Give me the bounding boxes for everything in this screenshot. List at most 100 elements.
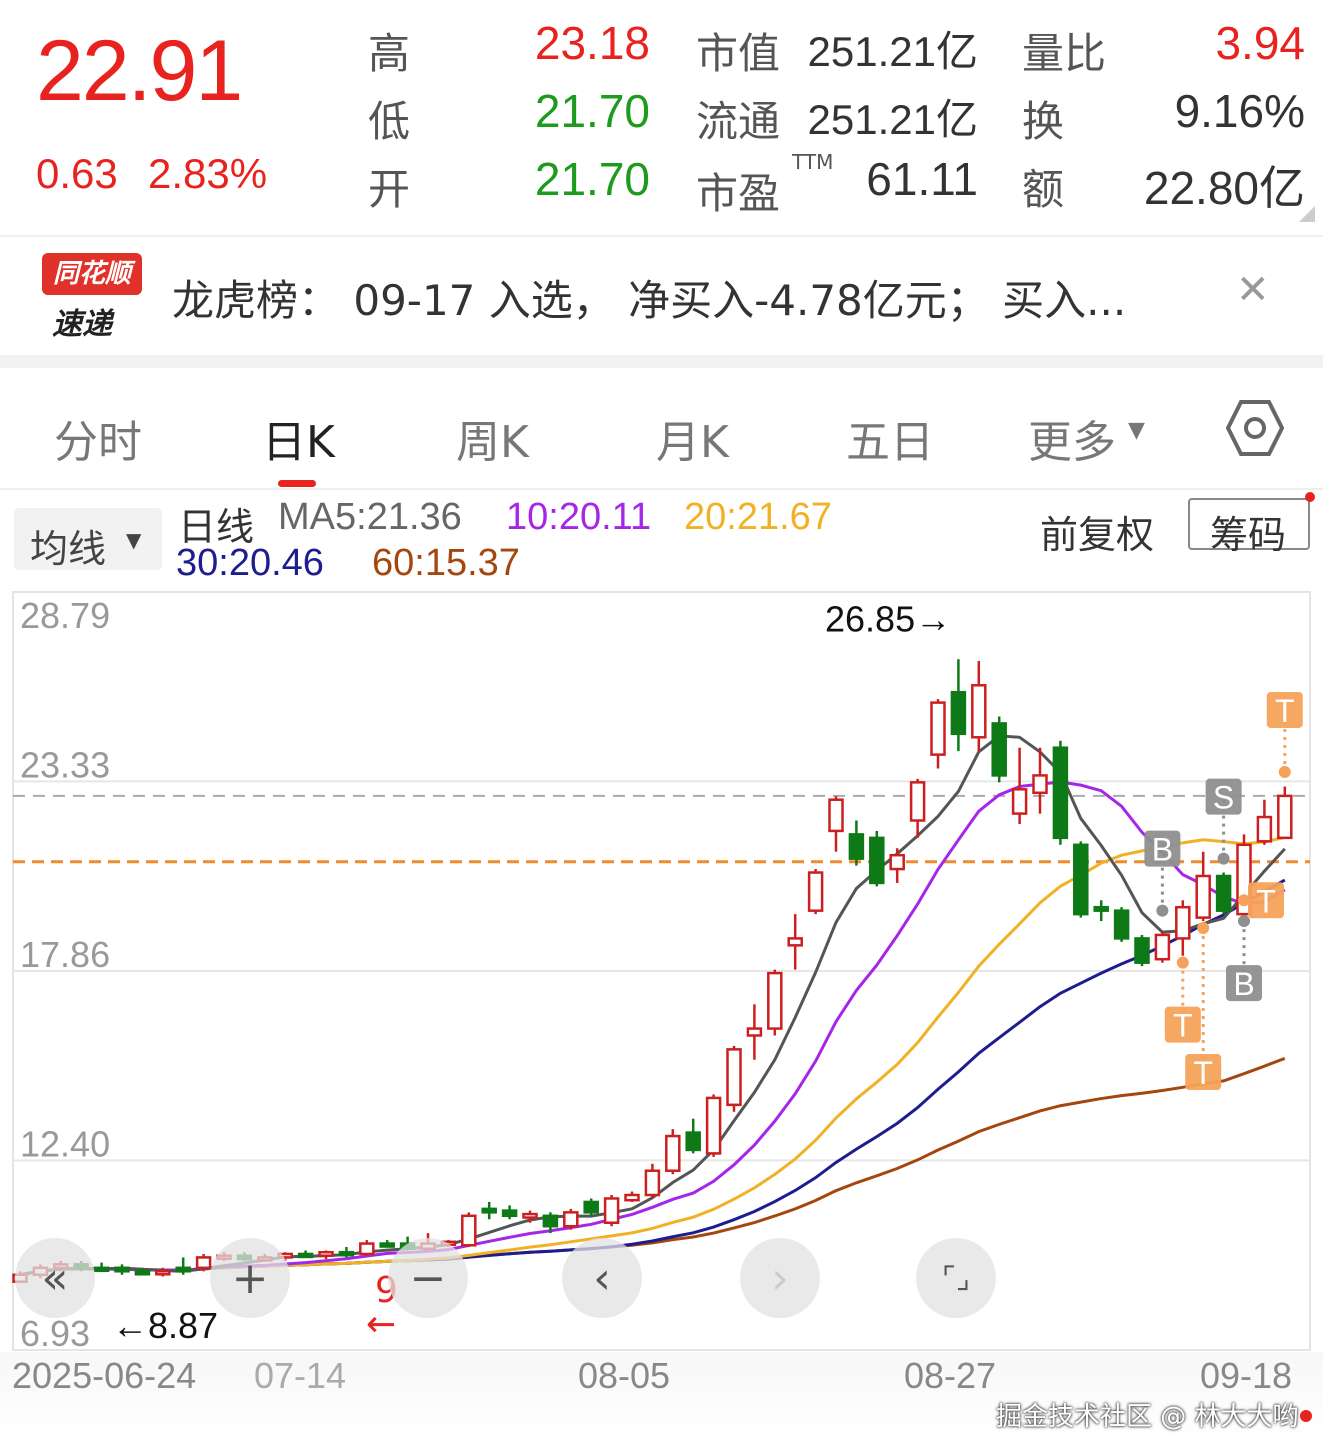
marker-label: T bbox=[1173, 1008, 1193, 1044]
ma-legend: 均线 ▼ 日线 MA5:21.36 10:20.11 20:21.67 30:2… bbox=[0, 490, 1323, 590]
ma30-value: 30:20.46 bbox=[176, 542, 324, 584]
chevron-right-icon[interactable]: › bbox=[740, 1238, 820, 1318]
ma-dropdown[interactable]: 均线 ▼ bbox=[14, 508, 162, 571]
candle-07-31 bbox=[563, 1211, 579, 1228]
candle-08-06 bbox=[644, 1169, 661, 1197]
tab-monthly-k[interactable]: 月K bbox=[656, 417, 729, 468]
marker-dot bbox=[1156, 904, 1169, 917]
candle-08-11 bbox=[705, 1096, 722, 1155]
marker-dot bbox=[1278, 765, 1291, 778]
candle-09-18 bbox=[1277, 794, 1293, 840]
chevron-left-icon[interactable]: ‹ bbox=[562, 1238, 642, 1318]
candle-09-09 bbox=[1134, 937, 1150, 964]
marker-s-badge bbox=[1205, 778, 1242, 815]
ths-logo: 同花顺 bbox=[42, 253, 142, 295]
tab-daily-k[interactable]: 日K bbox=[262, 417, 335, 468]
zoom-out-icon[interactable]: − bbox=[388, 1238, 468, 1318]
date-axis: 2025-06-24 07-14 08-05 08-27 09-18 掘金技术社… bbox=[0, 1352, 1323, 1439]
candle-08-19 bbox=[828, 798, 844, 833]
volume-ratio-value: 3.94 bbox=[1215, 17, 1305, 69]
marker-label: T bbox=[1256, 883, 1276, 919]
chips-button[interactable]: 筹码 bbox=[1188, 498, 1310, 557]
candle-08-04 bbox=[603, 1197, 620, 1224]
candle-07-24 bbox=[461, 1214, 477, 1247]
date-tick: 08-27 bbox=[904, 1355, 997, 1396]
candle-08-18 bbox=[807, 871, 824, 912]
last-price: 22.91 bbox=[36, 23, 243, 119]
y-tick-label: 6.93 bbox=[20, 1313, 90, 1352]
candle-07-04 bbox=[175, 1266, 191, 1273]
marker-t-badge bbox=[1164, 1006, 1201, 1043]
marker-label: B bbox=[1233, 966, 1254, 1002]
y-tick-label: 23.33 bbox=[20, 744, 110, 785]
marker-dot bbox=[1217, 852, 1230, 865]
active-tab-indicator bbox=[278, 480, 316, 487]
tab-weekly-k[interactable]: 周K bbox=[456, 417, 529, 468]
high-value: 23.18 bbox=[534, 17, 650, 69]
amount-value: 22.80亿 bbox=[1143, 162, 1305, 214]
quote-header: 22.91 0.63 2.83% 高 23.18 低 21.70 开 21.70… bbox=[0, 0, 1323, 230]
marker-label: T bbox=[1193, 1055, 1213, 1091]
zoom-in-icon[interactable]: + bbox=[210, 1238, 290, 1318]
marker-label: T bbox=[1275, 693, 1295, 729]
y-tick-label: 12.40 bbox=[20, 1123, 110, 1164]
candle-09-04 bbox=[1073, 843, 1089, 916]
candle-08-12 bbox=[726, 1048, 742, 1107]
ma20-line bbox=[19, 836, 1286, 1277]
candle-07-16 bbox=[338, 1250, 355, 1257]
kline-chart[interactable]: 28.7923.3317.8612.406.9326.85→←8.879←BTT… bbox=[0, 590, 1323, 1352]
ma10-value: 10:20.11 bbox=[506, 496, 652, 538]
marker-t-badge bbox=[1266, 691, 1303, 728]
turnover-value: 9.16% bbox=[1174, 85, 1305, 137]
max-price-label: 26.85→ bbox=[825, 598, 951, 639]
candle-09-08 bbox=[1113, 909, 1130, 940]
candle-08-14 bbox=[767, 971, 783, 1030]
marker-b-badge bbox=[1144, 830, 1181, 867]
close-icon[interactable]: ✕ bbox=[1236, 267, 1270, 313]
pe-value: 61.11 bbox=[866, 153, 978, 205]
candle-08-13 bbox=[746, 1027, 763, 1037]
open-label: 开 bbox=[368, 165, 411, 214]
caret-down-icon: ▼ bbox=[126, 528, 142, 552]
divider bbox=[0, 355, 1323, 368]
marker-t-badge bbox=[1185, 1054, 1222, 1091]
candle-06-30 bbox=[93, 1266, 110, 1273]
volume-ratio-label: 量比 bbox=[1022, 29, 1107, 78]
chart-tabs: 分时 日K 周K 月K 五日 更多 ▼ bbox=[0, 368, 1323, 490]
candle-09-02 bbox=[1032, 774, 1048, 795]
candle-09-01 bbox=[1011, 788, 1028, 815]
fullscreen-icon[interactable]: ⌜⌟ bbox=[916, 1238, 996, 1318]
ma30-line bbox=[19, 878, 1286, 1277]
candle-08-26 bbox=[930, 701, 946, 756]
double-chevron-left-icon[interactable]: « bbox=[15, 1238, 95, 1318]
expand-corner-icon[interactable] bbox=[1299, 206, 1315, 222]
annotation-arrow: ← bbox=[366, 1304, 396, 1345]
date-tick: 2025-06-24 bbox=[12, 1355, 197, 1396]
candle-07-07 bbox=[195, 1256, 212, 1270]
tab-intraday[interactable]: 分时 bbox=[54, 417, 142, 468]
candle-07-28 bbox=[501, 1209, 518, 1218]
marker-t-badge bbox=[1248, 882, 1284, 919]
candle-07-15 bbox=[318, 1250, 334, 1257]
watermark: 掘金技术社区 @ 林大大哟 bbox=[996, 1402, 1299, 1432]
live-dot bbox=[1300, 1410, 1312, 1422]
candle-08-22 bbox=[889, 853, 905, 871]
hexagon-settings-icon[interactable] bbox=[1226, 398, 1284, 458]
chips-label: 筹码 bbox=[1210, 515, 1287, 557]
tab-five-day[interactable]: 五日 bbox=[846, 417, 934, 468]
min-price-label: ←8.87 bbox=[112, 1305, 218, 1346]
adjust-mode-button[interactable]: 前复权 bbox=[1040, 515, 1155, 557]
candle-08-27 bbox=[950, 690, 967, 736]
price-change-pct: 2.83% bbox=[148, 150, 268, 197]
date-tick: 09-18 bbox=[1200, 1355, 1293, 1396]
news-banner[interactable]: 同花顺 速递 龙虎榜： 09-17 入选， 净买入-4.78亿元； 买入... … bbox=[0, 235, 1323, 355]
tab-more[interactable]: 更多 bbox=[1028, 417, 1116, 468]
notification-dot bbox=[1305, 492, 1315, 502]
period-label: 日线 bbox=[178, 507, 255, 549]
turnover-label: 换 bbox=[1022, 97, 1065, 146]
candle-08-29 bbox=[991, 722, 1007, 777]
marker-label: B bbox=[1152, 832, 1173, 868]
candle-09-05 bbox=[1093, 905, 1109, 912]
pe-ttm-sup: TTM bbox=[792, 150, 834, 174]
candle-09-15 bbox=[1215, 874, 1232, 912]
